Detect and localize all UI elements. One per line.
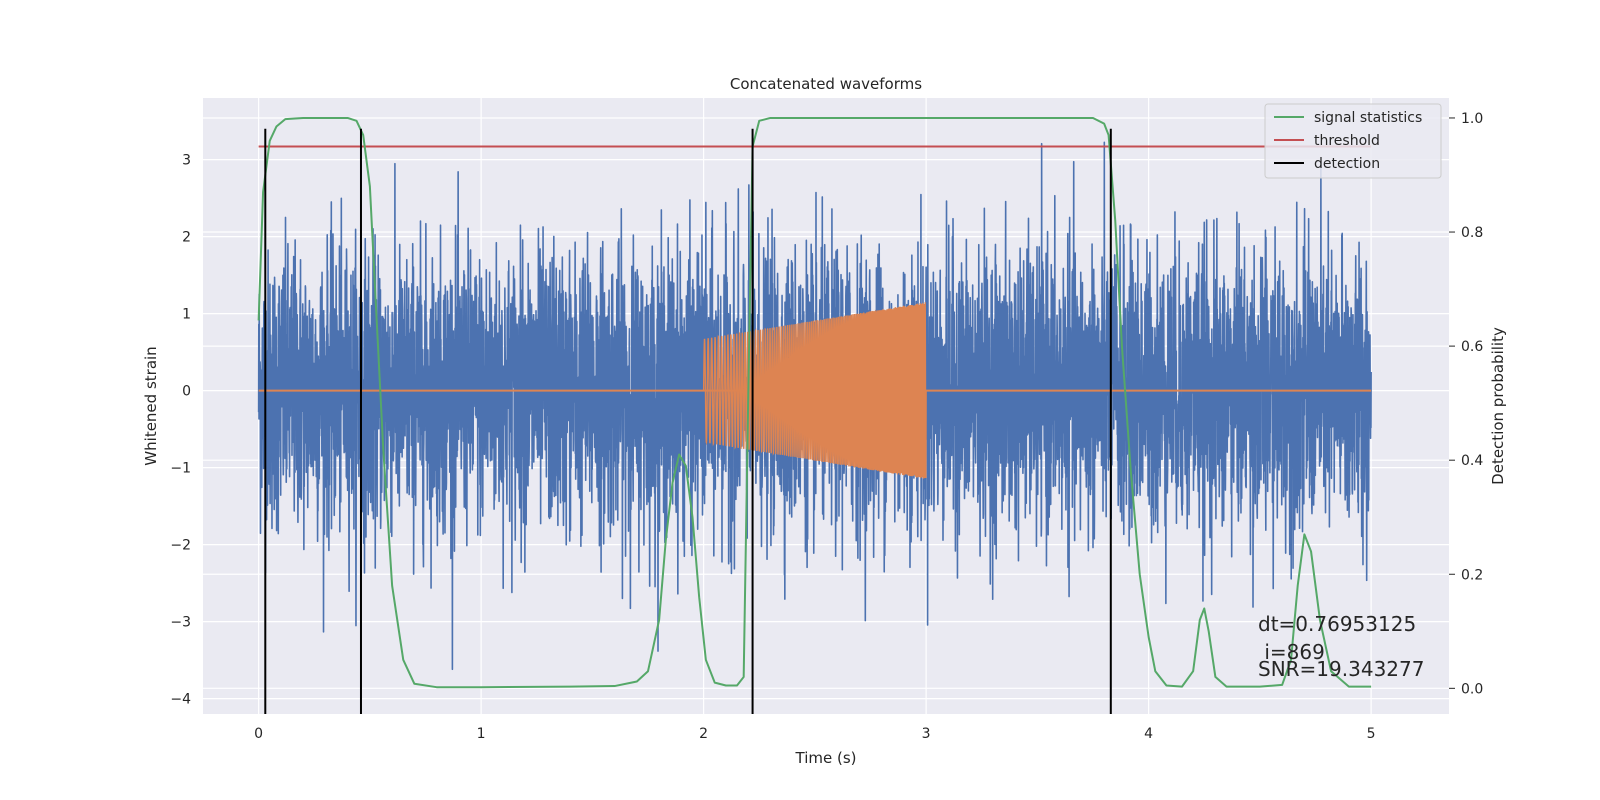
legend-label-signal-statistics: signal statistics xyxy=(1314,110,1422,126)
legend: signal statistics threshold detection xyxy=(1264,103,1442,179)
chart-title: Concatenated waveforms xyxy=(730,75,922,93)
y-tick-label: 2 xyxy=(182,230,191,246)
y-axis-label-right: Detection probability xyxy=(1489,327,1507,485)
signal-statistics-series xyxy=(257,116,1372,689)
x-tick-label: 3 xyxy=(922,726,931,742)
y-tick-label-right: 0.2 xyxy=(1461,567,1483,583)
injection-series xyxy=(258,302,1372,479)
detection-series xyxy=(264,128,1112,714)
x-tick-label: 2 xyxy=(699,726,708,742)
y-tick-label-right: 0.6 xyxy=(1461,339,1483,355)
legend-box xyxy=(1264,103,1442,179)
annotation-index: i=869 xyxy=(1258,640,1325,664)
x-axis-label: Time (s) xyxy=(795,749,857,767)
legend-label-threshold: threshold xyxy=(1314,133,1380,149)
x-tick-label: 1 xyxy=(477,726,486,742)
y-tick-label: −4 xyxy=(170,692,191,708)
x-tick-label: 0 xyxy=(254,726,263,742)
tick-labels: 0 1 2 3 4 5 −4 −3 −2 −1 0 1 2 3 0.0 0.2 0.4 0.6 0.8 1.0 xyxy=(170,111,1483,742)
y-tick-label-right: 1.0 xyxy=(1461,111,1483,127)
x-tick-label: 5 xyxy=(1367,726,1376,742)
signal-statistics-line xyxy=(257,116,1372,689)
injection-chirp xyxy=(702,302,927,479)
legend-label-detection: detection xyxy=(1314,156,1380,172)
y-tick-label: −1 xyxy=(170,461,191,477)
y-tick-label: −3 xyxy=(170,615,191,631)
y-tick-label: 1 xyxy=(182,307,191,323)
y-tick-label-right: 0.8 xyxy=(1461,225,1483,241)
y-tick-label-right: 0.0 xyxy=(1461,681,1483,697)
annotation-snr: SNR=19.343277 xyxy=(1258,657,1424,681)
y-tick-label: 3 xyxy=(182,153,191,169)
y-tick-label: 0 xyxy=(182,384,191,400)
x-tick-label: 4 xyxy=(1144,726,1153,742)
y-tick-label: −2 xyxy=(170,538,191,554)
y-tick-label-right: 0.4 xyxy=(1461,453,1483,469)
annotation-dt: dt=0.76953125 xyxy=(1258,612,1416,636)
y-axis-label: Whitened strain xyxy=(142,346,160,465)
